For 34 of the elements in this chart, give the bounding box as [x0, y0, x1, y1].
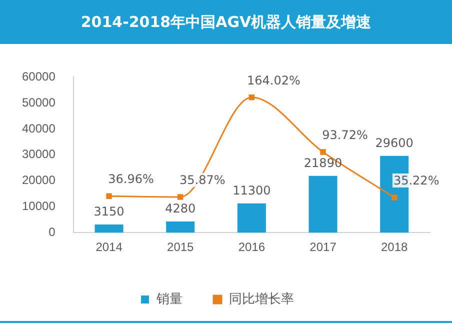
- x-tick-label: 2014: [96, 240, 123, 254]
- bar: [308, 176, 338, 233]
- y-tick-label: 0: [48, 224, 56, 239]
- x-tick-label: 2015: [167, 240, 194, 254]
- point: [320, 149, 326, 155]
- bar: [237, 203, 266, 233]
- point: [106, 193, 112, 199]
- x-tick-label: 2018: [380, 240, 408, 254]
- legend-label: 销量: [156, 292, 182, 307]
- data-label: 35.22%: [393, 174, 440, 188]
- data-label: 4280: [165, 202, 196, 216]
- data-label: 93.72%: [322, 128, 368, 142]
- x-tick-label: 2016: [238, 240, 266, 254]
- data-label: 3150: [94, 204, 124, 219]
- y-tick-label: 40000: [22, 121, 56, 136]
- point: [248, 94, 255, 100]
- data-label: 164.02%: [246, 74, 300, 88]
- point: [177, 194, 184, 200]
- data-label: 36.96%: [108, 172, 154, 186]
- data-label: 35.87%: [179, 173, 226, 188]
- bar: [94, 224, 124, 233]
- y-tick-label: 50000: [22, 95, 56, 110]
- legend-label: 同比增长率: [229, 290, 294, 307]
- x-tick-label: 2017: [310, 240, 337, 254]
- y-tick-label: 20000: [22, 173, 56, 188]
- data-label: 21890: [304, 156, 342, 170]
- data-label: 29600: [375, 136, 414, 150]
- chart-title: 2014-2018年中国AGV机器人销量及增速: [0, 0, 452, 44]
- y-tick-label: 10000: [22, 199, 56, 214]
- bar: [166, 222, 195, 233]
- data-label: 11300: [232, 183, 271, 198]
- y-tick-label: 60000: [22, 70, 56, 84]
- y-tick-label: 30000: [22, 147, 56, 162]
- point: [391, 194, 398, 200]
